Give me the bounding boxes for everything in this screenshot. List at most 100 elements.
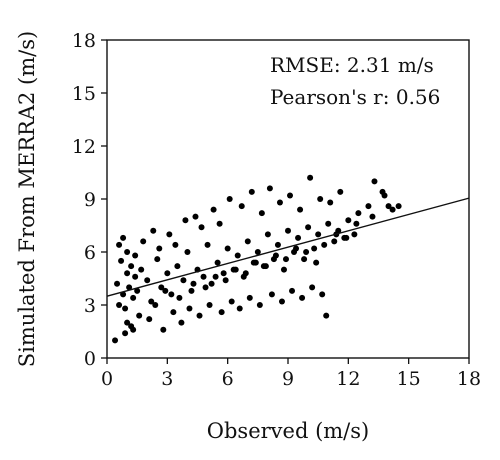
data-point [214,259,221,266]
x-axis-label: Observed (m/s) [207,419,369,443]
data-point [124,319,131,326]
data-point [226,196,233,202]
data-point [274,241,281,248]
data-point [303,249,310,255]
data-point [337,188,344,195]
data-point [182,217,189,224]
x-tick-label: 12 [336,368,360,390]
x-axis: 0 3 6 9 12 15 18 [101,358,481,390]
data-point [144,277,151,284]
data-point [176,294,183,301]
data-point [264,231,271,238]
data-point [244,238,251,245]
x-tick-label: 3 [161,368,173,390]
data-point [208,280,215,287]
data-point [246,294,253,301]
data-point [150,227,157,234]
data-point [315,231,322,238]
data-point [287,192,294,199]
data-point [152,302,159,308]
y-tick-label: 6 [84,242,96,264]
data-point [285,227,291,234]
data-point [126,284,133,291]
data-point [345,217,352,224]
x-tick-label: 15 [397,368,421,390]
data-point [305,224,312,231]
data-point [116,302,123,308]
data-point [301,256,308,263]
data-point [130,326,137,333]
data-point [166,231,173,238]
data-point [158,284,165,291]
data-point [289,287,296,294]
data-point [353,220,360,227]
data-point [128,263,135,270]
data-point [124,270,131,277]
data-point [224,245,231,252]
data-point [371,178,378,185]
y-tick-label: 12 [72,136,96,158]
data-point [132,252,139,259]
data-point [196,312,203,319]
data-point [148,298,155,305]
data-point [202,284,209,291]
data-point [216,220,223,227]
data-point [365,203,372,210]
data-point [278,298,285,305]
x-tick-label: 0 [101,368,113,390]
x-tick-label: 6 [222,368,234,390]
data-point [343,234,350,241]
data-point [262,263,269,270]
annotation-pearson: Pearson's r: 0.56 [270,85,440,109]
data-point [321,241,328,248]
data-point [238,203,245,210]
data-point [118,257,125,264]
data-point [258,210,265,217]
data-point [295,234,302,241]
y-axis: 0 3 6 9 12 15 18 [72,30,107,370]
data-point [355,210,362,217]
y-tick-label: 18 [72,30,96,52]
data-point [188,287,195,294]
data-point [256,302,263,308]
data-point [236,305,243,312]
data-point [122,330,129,337]
data-point [206,302,213,308]
data-point [116,241,123,248]
data-point [138,266,145,273]
data-point [136,312,143,319]
data-point [280,266,287,273]
data-point [297,206,304,213]
data-point [146,316,153,323]
data-point [395,203,402,210]
data-point [228,298,235,305]
data-point [307,174,314,181]
data-point [266,185,273,192]
data-point [156,245,163,252]
data-point [210,206,217,213]
data-point [319,291,326,298]
data-point [172,241,179,248]
data-point [268,291,275,298]
data-point [293,245,300,252]
data-point [154,256,161,263]
data-point [174,263,181,270]
data-point [232,266,239,273]
data-point [170,309,177,316]
data-point [252,259,259,266]
data-point [379,188,386,195]
y-axis-label: Simulated From MERRA2 (m/s) [15,31,39,367]
x-tick-label: 18 [457,368,481,390]
data-point [299,294,306,301]
data-point [242,270,249,277]
data-point [122,305,129,312]
data-points [112,174,402,344]
data-point [134,287,141,294]
data-point [120,234,127,241]
data-point [130,294,137,301]
data-point [325,220,332,227]
y-tick-label: 9 [84,189,96,211]
data-point [132,273,139,280]
data-point [222,277,229,284]
data-point [220,270,227,277]
